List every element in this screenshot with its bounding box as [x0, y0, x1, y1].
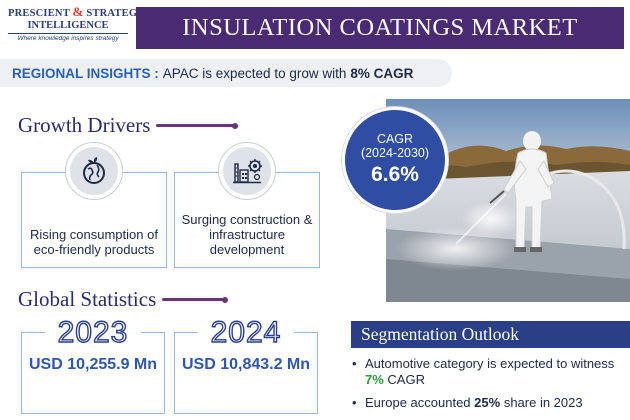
logo-wordmark-bottom: INTELLIGENCE [27, 20, 109, 31]
global-statistics-heading-text: Global Statistics [18, 287, 157, 311]
cagr-value: 6.6% [371, 163, 419, 186]
logo-divider [8, 33, 128, 34]
construction-gear-icon [218, 142, 276, 200]
regional-insights-strip: REGIONAL INSIGHTS : APAC is expected to … [0, 59, 452, 87]
cagr-years: (2024-2030) [360, 146, 430, 160]
heading-underline [156, 124, 235, 127]
driver-text-eco: Rising consumption of eco-friendly produ… [30, 227, 158, 257]
growth-drivers-heading-text: Growth Drivers [18, 113, 151, 137]
driver-text-construction: Surging construction & infrastructure de… [181, 212, 313, 257]
global-statistics-heading: Global Statistics [18, 287, 229, 312]
segmentation-highlight: 7% [365, 372, 384, 387]
heading-underline [162, 298, 225, 301]
stat-card-2024 [174, 332, 318, 414]
stat-year-2023: 2023 [57, 315, 129, 349]
segmentation-highlight: 25% [474, 395, 501, 410]
logo-tagline: Where knowledge inspires strategy [17, 35, 119, 42]
stat-value-2023: USD 10,255.9 Mn [28, 356, 158, 373]
title-banner: INSULATION COATINGS MARKET [136, 7, 624, 49]
segmentation-list: Automotive category is expected to witne… [352, 356, 628, 418]
company-logo: PRESCIENT & STRATEGIC INTELLIGENCE Where… [8, 4, 150, 50]
regional-insights-label: REGIONAL INSIGHTS : [12, 65, 159, 81]
segmentation-item-europe: Europe accounted 25% share in 2023 [352, 395, 628, 411]
heading-dot [222, 296, 229, 303]
stat-card-2023 [21, 332, 165, 414]
regional-insights-text: APAC is expected to grow with [162, 65, 347, 81]
stat-value-2024: USD 10,843.2 Mn [181, 356, 311, 373]
eco-globe-icon [65, 142, 123, 200]
heading-dot [232, 122, 239, 129]
segmentation-title: Segmentation Outlook [361, 324, 519, 344]
page-title: INSULATION COATINGS MARKET [182, 14, 578, 41]
segmentation-header: Segmentation Outlook [351, 321, 630, 348]
growth-drivers-heading: Growth Drivers [18, 113, 239, 138]
cagr-badge: CAGR (2024-2030) 6.6% [342, 107, 448, 213]
cagr-label: CAGR [376, 132, 414, 146]
segmentation-item-automotive: Automotive category is expected to witne… [352, 356, 628, 388]
stat-year-2024: 2024 [210, 315, 282, 349]
logo-wordmark-top: PRESCIENT & STRATEGIC [8, 4, 150, 19]
regional-insights-highlight: 8% CAGR [350, 65, 414, 81]
